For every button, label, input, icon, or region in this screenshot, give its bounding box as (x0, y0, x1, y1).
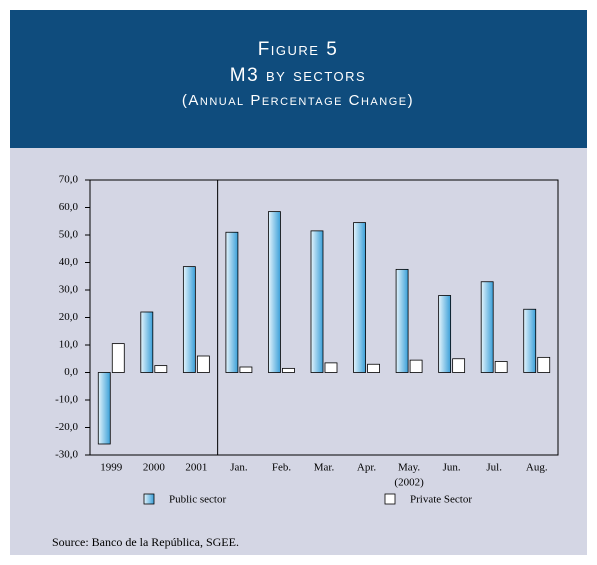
bar (324, 362, 338, 373)
bar (480, 281, 494, 373)
chart-subtitle: (Annual Percentage Change) (182, 92, 414, 109)
bar (452, 358, 466, 373)
x-tick-label: 1999 (100, 462, 123, 474)
bar (367, 363, 380, 373)
x-tick-label: Jan. (230, 462, 248, 474)
y-tick-label: 70,0 (59, 174, 79, 186)
bar (239, 366, 253, 373)
legend-label: Public sector (169, 494, 226, 506)
x-tick-label: May. (398, 462, 420, 474)
y-tick-label: 50,0 (59, 229, 79, 241)
chart-title: Figure 5 (258, 39, 339, 60)
y-tick-label: 40,0 (59, 256, 79, 268)
bar (182, 266, 196, 373)
body-panel (10, 148, 587, 555)
y-tick-label: -30,0 (55, 449, 78, 461)
bar (196, 355, 210, 373)
bar (537, 356, 551, 373)
bar (111, 343, 125, 373)
bar (353, 222, 366, 373)
bar (438, 295, 452, 373)
bar (268, 211, 281, 373)
legend-swatch (143, 493, 155, 505)
bar (154, 365, 168, 373)
bar (523, 308, 537, 373)
y-tick-label: -10,0 (55, 394, 78, 406)
x-tick-label: Aug. (526, 462, 548, 474)
bar (494, 361, 508, 373)
x-tick-label: 2001 (185, 462, 207, 474)
y-tick-label: 20,0 (59, 311, 79, 323)
y-tick-label: -20,0 (55, 421, 78, 433)
bar (140, 311, 154, 373)
bar (97, 372, 111, 445)
y-tick-label: 0,0 (64, 366, 78, 378)
y-tick-label: 30,0 (59, 284, 79, 296)
x-tick-label: Mar. (314, 462, 335, 474)
x-tick-label: Feb. (272, 462, 292, 474)
bar (395, 268, 409, 373)
header-panel (10, 10, 587, 148)
x-tick-label: 2000 (143, 462, 166, 474)
x-tick-label: Apr. (357, 462, 377, 474)
y-tick-label: 60,0 (59, 201, 79, 213)
bar (282, 367, 295, 373)
chart-subtitle: M3 by sectors (230, 65, 366, 86)
bar (225, 231, 239, 373)
source-note: Source: Banco de la República, SGEE. (52, 535, 239, 549)
legend-swatch (384, 493, 396, 505)
x-tick-label: Jun. (443, 462, 461, 474)
x-annotation: (2002) (394, 477, 424, 489)
bar (409, 359, 423, 373)
x-tick-label: Jul. (486, 462, 502, 474)
y-tick-label: 10,0 (59, 339, 79, 351)
bar (310, 230, 324, 373)
legend-label: Private Sector (410, 494, 472, 506)
